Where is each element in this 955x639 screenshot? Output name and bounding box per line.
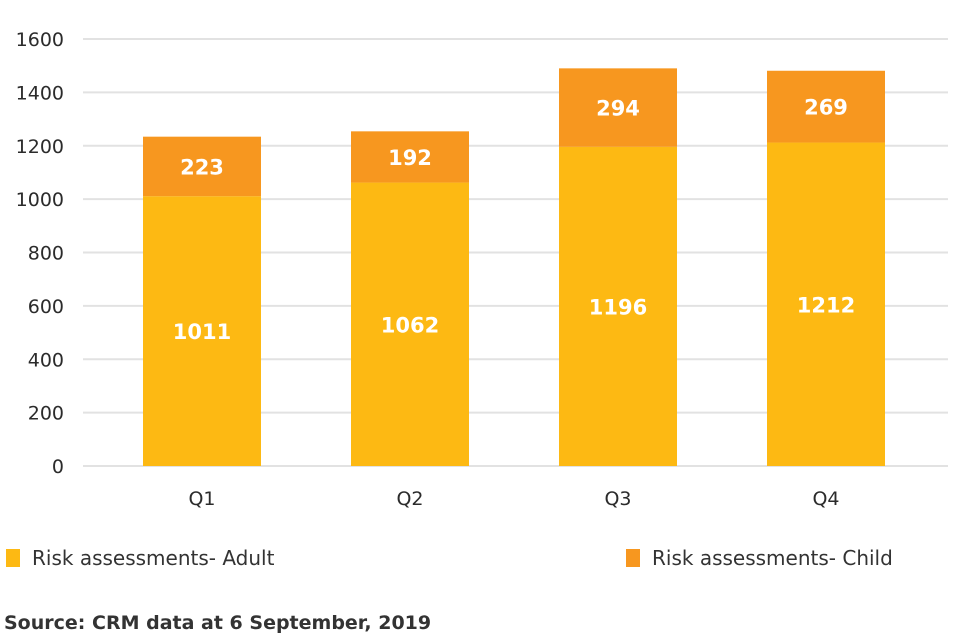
legend-item-child: Risk assessments- Child <box>626 546 893 570</box>
y-tick-label: 600 <box>28 296 64 318</box>
legend-swatch-adult <box>6 549 20 567</box>
bar-child <box>143 136 261 197</box>
bar-adult <box>143 196 261 466</box>
y-tick-label: 400 <box>28 349 64 371</box>
y-tick-label: 800 <box>28 243 64 265</box>
legend-item-adult: Risk assessments- Adult <box>6 546 274 570</box>
bar-adult <box>767 142 885 467</box>
legend-label-child: Risk assessments- Child <box>652 546 893 570</box>
data-label: 269 <box>804 96 848 120</box>
bar-child <box>559 68 677 147</box>
legend-swatch-child <box>626 549 640 567</box>
x-tick-label: Q3 <box>604 488 631 510</box>
data-label: 1011 <box>173 320 231 344</box>
data-label: 223 <box>180 155 224 179</box>
y-tick-label: 200 <box>28 403 64 425</box>
stacked-bar-chart: 0 200 400 600 800 1000 1200 1400 1600 1011 223 Q1 10… <box>16 29 948 510</box>
y-tick-label: 1400 <box>16 82 64 104</box>
legend-label-adult: Risk assessments- Adult <box>32 546 275 570</box>
data-label: 294 <box>596 97 640 121</box>
bar-child <box>351 131 469 183</box>
bar-adult <box>351 182 469 467</box>
bar-child <box>767 70 885 143</box>
x-tick-label: Q1 <box>188 488 215 510</box>
data-label: 1062 <box>381 313 439 337</box>
y-tick-label: 1200 <box>16 136 64 158</box>
x-tick-label: Q4 <box>812 488 839 510</box>
bar-adult <box>559 146 677 466</box>
source-note: Source: CRM data at 6 September, 2019 <box>4 612 432 634</box>
data-label: 1212 <box>797 293 855 317</box>
x-tick-label: Q2 <box>396 488 423 510</box>
y-tick-label: 1000 <box>16 189 64 211</box>
y-tick-label: 0 <box>52 456 64 478</box>
data-label: 192 <box>388 146 432 170</box>
data-label: 1196 <box>589 295 647 319</box>
y-tick-label: 1600 <box>16 29 64 51</box>
